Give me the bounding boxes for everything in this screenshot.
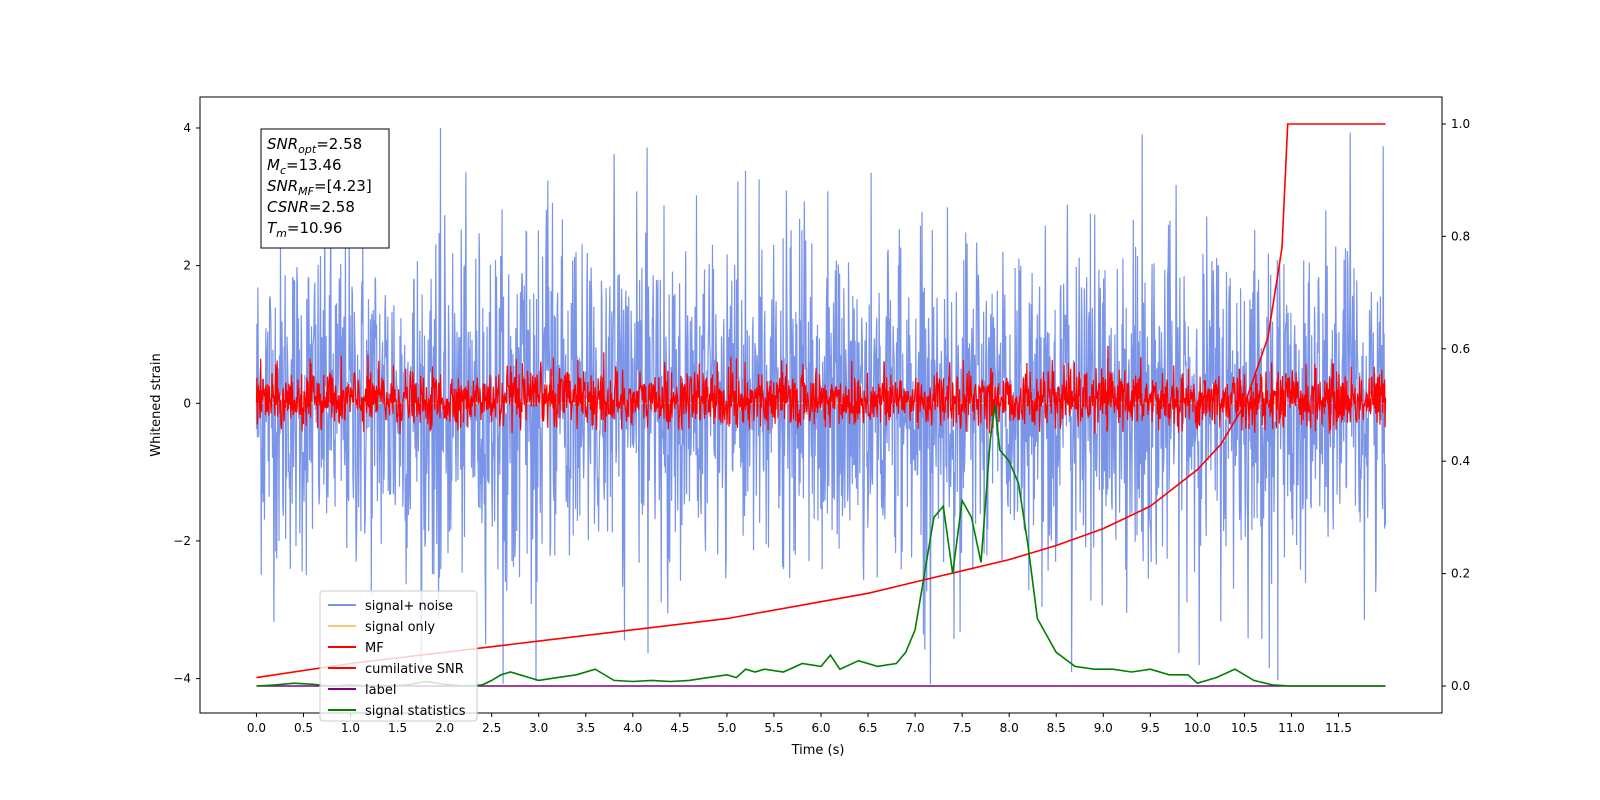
y2-axis-ticks: 1.0 0.8 0.6 0.4 0.2 0.0 <box>1442 117 1470 693</box>
y-tick-label: 2 <box>183 259 191 273</box>
x-tick-label: 10.0 <box>1184 721 1211 735</box>
x-tick-label: 3.5 <box>576 721 595 735</box>
x-tick-label: 11.0 <box>1278 721 1305 735</box>
x-tick-label: 10.5 <box>1231 721 1258 735</box>
legend-label: label <box>365 683 396 698</box>
x-tick-label: 3.0 <box>529 721 548 735</box>
y2-tick-label: 0.0 <box>1451 679 1470 693</box>
y2-tick-label: 0.8 <box>1451 229 1470 243</box>
x-tick-label: 6.5 <box>858 721 877 735</box>
y2-tick-label: 0.6 <box>1451 342 1470 356</box>
y-axis-label: Whitened strain <box>149 353 164 456</box>
x-tick-label: 6.0 <box>811 721 830 735</box>
x-tick-label: 7.5 <box>953 721 972 735</box>
legend: signal+ noise signal only MF cumilative SNR… <box>319 590 478 722</box>
info-line: SNRMF=[4.23] <box>267 177 372 198</box>
info-line: CSNR=2.58 <box>267 198 355 216</box>
y-tick-label: −2 <box>173 534 191 548</box>
legend-label: signal only <box>365 620 435 635</box>
info-line: Tm=10.96 <box>267 219 342 240</box>
x-tick-label: 2.0 <box>435 721 454 735</box>
series-mf <box>255 345 1387 434</box>
x-tick-label: 5.0 <box>717 721 736 735</box>
x-tick-label: 0.0 <box>247 721 266 735</box>
x-tick-label: 11.5 <box>1325 721 1352 735</box>
x-tick-label: 7.0 <box>906 721 925 735</box>
x-tick-label: 1.0 <box>341 721 360 735</box>
y-tick-label: 0 <box>183 396 191 410</box>
series-cumilative-snr <box>256 123 1386 679</box>
x-tick-label: 5.5 <box>764 721 783 735</box>
legend-label: signal statistics <box>365 704 466 719</box>
info-line: Mc=13.46 <box>267 156 342 177</box>
legend-label: cumilative SNR <box>365 662 464 677</box>
y2-tick-label: 0.2 <box>1451 567 1470 581</box>
x-tick-label: 9.0 <box>1094 721 1113 735</box>
y-tick-label: −4 <box>173 672 191 686</box>
info-box: SNRopt=2.58Mc=13.46SNRMF=[4.23]CSNR=2.58… <box>260 128 390 249</box>
y-tick-label: 4 <box>183 121 191 135</box>
info-line: SNRopt=2.58 <box>267 135 362 156</box>
x-tick-label: 8.0 <box>1000 721 1019 735</box>
x-tick-label: 0.5 <box>294 721 313 735</box>
x-tick-label: 8.5 <box>1047 721 1066 735</box>
x-tick-label: 1.5 <box>388 721 407 735</box>
series-signal-statistics <box>256 404 1386 687</box>
y2-tick-label: 1.0 <box>1451 117 1470 131</box>
x-tick-label: 9.5 <box>1141 721 1160 735</box>
x-axis-ticks: 0.0 0.5 1.0 1.5 2.0 2.5 3.0 3.5 4.0 4.5 5.0 5.5 6.0 6… <box>247 713 1352 735</box>
legend-frame <box>319 590 478 722</box>
x-axis-label: Time (s) <box>791 743 845 758</box>
legend-label: MF <box>365 641 384 656</box>
legend-label: signal+ noise <box>365 599 453 614</box>
x-tick-label: 2.5 <box>482 721 501 735</box>
x-tick-label: 4.0 <box>623 721 642 735</box>
info-box-frame <box>260 128 390 249</box>
series-signal-noise <box>255 127 1387 685</box>
y-axis-ticks: 4 2 0 −2 −4 <box>173 121 200 686</box>
y2-tick-label: 0.4 <box>1451 454 1470 468</box>
x-tick-label: 4.5 <box>670 721 689 735</box>
